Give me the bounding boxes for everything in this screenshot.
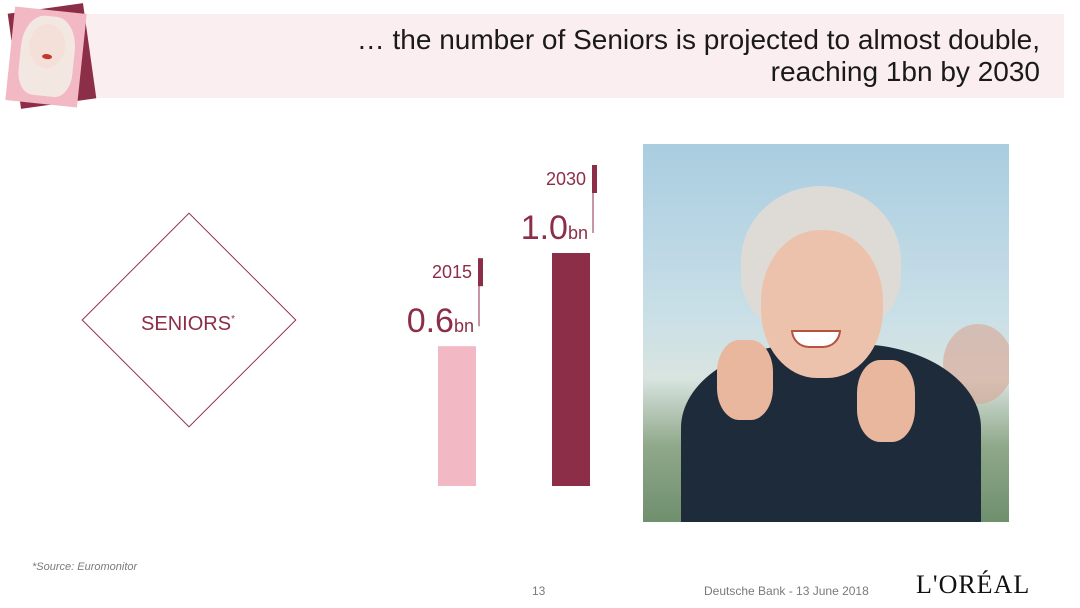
bracket-tab-2030 (592, 165, 597, 193)
bar-2015 (438, 346, 476, 486)
header-thumbnail-image (4, 2, 97, 112)
header-band (38, 14, 1064, 98)
value-number-2015: 0.6 (407, 302, 454, 340)
photo-face (761, 230, 883, 378)
footer-event-date: Deutsche Bank - 13 June 2018 (704, 584, 869, 598)
bracket-tab-2015 (478, 258, 483, 287)
segment-footnote-mark: * (231, 314, 235, 325)
photo-right-hand (857, 360, 915, 442)
senior-woman-photo (643, 144, 1009, 522)
photo-left-hand (717, 340, 773, 420)
page-number: 13 (532, 584, 546, 598)
slide-title: … the number of Seniors is projected to … (240, 24, 1040, 88)
bar-2030 (552, 253, 590, 486)
segment-label: SENIORS* (80, 308, 296, 336)
title-line-1: … the number of Seniors is projected to … (356, 24, 1040, 55)
value-number-2030: 1.0 (521, 209, 568, 247)
source-footnote: *Source: Euromonitor (32, 561, 138, 573)
segment-label-text: SENIORS (141, 313, 232, 335)
year-label-2030: 2030 (546, 169, 586, 189)
value-unit-2030: bn (568, 223, 588, 243)
title-line-2: reaching 1bn by 2030 (770, 56, 1040, 87)
value-unit-2015: bn (454, 316, 474, 336)
thumbnail-photo (5, 6, 87, 108)
value-label-2015: 0.6bn (407, 302, 474, 340)
year-label-2015: 2015 (432, 262, 472, 282)
value-label-2030: 1.0bn (521, 209, 588, 247)
loreal-logo: L'ORÉAL (916, 570, 1031, 599)
